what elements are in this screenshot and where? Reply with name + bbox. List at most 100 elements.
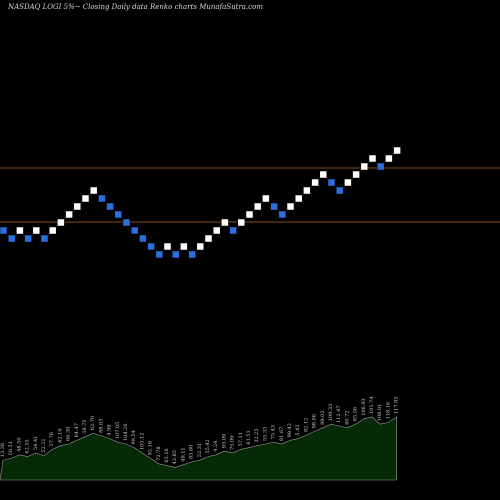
volume-panel xyxy=(0,416,397,481)
renko-brick xyxy=(212,226,221,235)
renko-brick xyxy=(294,194,303,203)
volume-label: 112.47 xyxy=(336,406,342,424)
volume-label: 54.41 xyxy=(33,436,39,450)
volume-label: 55.42 xyxy=(205,439,211,453)
volume-label: 48.50 xyxy=(16,437,22,451)
volume-label: 106.93 xyxy=(361,398,367,416)
renko-brick xyxy=(245,210,254,219)
renko-brick xyxy=(40,234,49,243)
volume-label: 57.76 xyxy=(49,432,55,446)
volume-label: 98.06 xyxy=(312,414,318,428)
renko-brick xyxy=(278,210,287,219)
renko-brick xyxy=(114,210,123,219)
volume-label: 81.67 xyxy=(279,427,285,441)
volume-label: 72.78 xyxy=(156,446,162,460)
title-symbol: NASDAQ LOGI xyxy=(8,3,62,11)
renko-brick xyxy=(81,194,90,203)
volume-label: 58.75 xyxy=(82,419,88,433)
renko-brick xyxy=(237,218,246,227)
volume-label: 43.85 xyxy=(172,450,178,464)
volume-label: 52.31 xyxy=(197,443,203,457)
renko-brick xyxy=(393,146,401,155)
renko-brick xyxy=(48,226,57,235)
renko-brick xyxy=(163,242,172,251)
volume-label: 55.33 xyxy=(262,427,268,441)
volume-label: 62.10 xyxy=(57,428,63,442)
volume-label: 83.60 xyxy=(189,445,195,459)
volume-label: 57.11 xyxy=(238,432,244,446)
volume-label: 32.25 xyxy=(254,428,260,442)
title-hint: 5%~ xyxy=(63,3,81,11)
volume-label: 118.16 xyxy=(385,402,391,420)
renko-brick xyxy=(24,234,32,243)
renko-brick xyxy=(188,250,196,259)
renko-brick xyxy=(327,178,336,187)
volume-label: 93.09 xyxy=(221,434,227,448)
renko-brick xyxy=(57,218,65,227)
volume-area xyxy=(0,416,397,481)
volume-label: 62.70 xyxy=(90,416,96,430)
renko-brick xyxy=(286,202,295,211)
renko-brick xyxy=(360,162,369,171)
renko-brick xyxy=(368,154,377,163)
volume-label: 99.42 xyxy=(287,423,293,437)
volume-label: 66.39 xyxy=(66,427,72,441)
renko-brick xyxy=(32,226,41,235)
title-description: Closing Daily data xyxy=(82,3,148,11)
volume-label: 85.56 xyxy=(353,407,359,421)
renko-brick xyxy=(147,242,155,251)
renko-brick xyxy=(303,186,311,195)
volume-label: 13.38 xyxy=(0,443,6,457)
renko-brick xyxy=(98,194,106,203)
renko-brick xyxy=(16,226,24,235)
volume-label: 61.51 xyxy=(246,430,252,444)
renko-brick xyxy=(106,202,114,211)
volume-label: 5.42 xyxy=(295,424,301,435)
renko-brick xyxy=(122,218,131,227)
renko-brick xyxy=(221,218,229,227)
volume-label: 75.43 xyxy=(271,425,277,439)
renko-brick xyxy=(385,154,393,163)
renko-brick xyxy=(270,202,278,211)
renko-brick xyxy=(376,162,385,171)
volume-label: 107.05 xyxy=(115,422,121,440)
renko-brick xyxy=(344,178,352,187)
renko-brick xyxy=(7,234,16,243)
volume-label: 4.24 xyxy=(213,441,219,452)
volume-label: 62.55 xyxy=(25,439,31,453)
renko-brick xyxy=(262,194,270,203)
volume-label: 88.63 xyxy=(98,419,104,433)
volume-label: 103.12 xyxy=(139,433,145,451)
volume-label: 60.72 xyxy=(344,410,350,424)
volume-label: 92.19 xyxy=(148,441,154,455)
volume-label: 108.91 xyxy=(377,404,383,422)
renko-brick xyxy=(65,210,73,219)
renko-brick xyxy=(155,250,164,259)
renko-brick xyxy=(171,250,180,259)
renko-brick xyxy=(73,202,82,211)
renko-brick xyxy=(196,242,205,251)
volume-label: 117.85 xyxy=(394,397,400,415)
volume-label: 49.11 xyxy=(180,447,186,461)
volume-label: 50.51 xyxy=(8,441,14,455)
volume-label: 65.16 xyxy=(164,448,170,462)
renko-brick xyxy=(335,186,344,195)
volume-label: 101.74 xyxy=(369,397,375,415)
renko-brick xyxy=(180,242,188,251)
renko-brick xyxy=(253,202,262,211)
renko-brick xyxy=(229,226,237,235)
volume-label: 52.21 xyxy=(41,438,47,452)
volume-label: 4.99 xyxy=(107,424,113,435)
volume-label: 99.02 xyxy=(320,410,326,424)
volume-label: 109.33 xyxy=(328,404,334,422)
renko-brick xyxy=(89,186,98,195)
renko-brick xyxy=(130,226,139,235)
renko-brick xyxy=(319,170,328,179)
volume-labels: 13.38 50.51 48.50 62.55 54.41 52.21 57.76 62.10… xyxy=(0,397,400,465)
volume-label: 64.47 xyxy=(74,423,80,437)
level-lines xyxy=(0,167,500,223)
volume-label: 104.26 xyxy=(123,424,129,442)
title-source: charts MunafaSutra.com xyxy=(174,3,263,11)
renko-brick xyxy=(0,226,8,235)
